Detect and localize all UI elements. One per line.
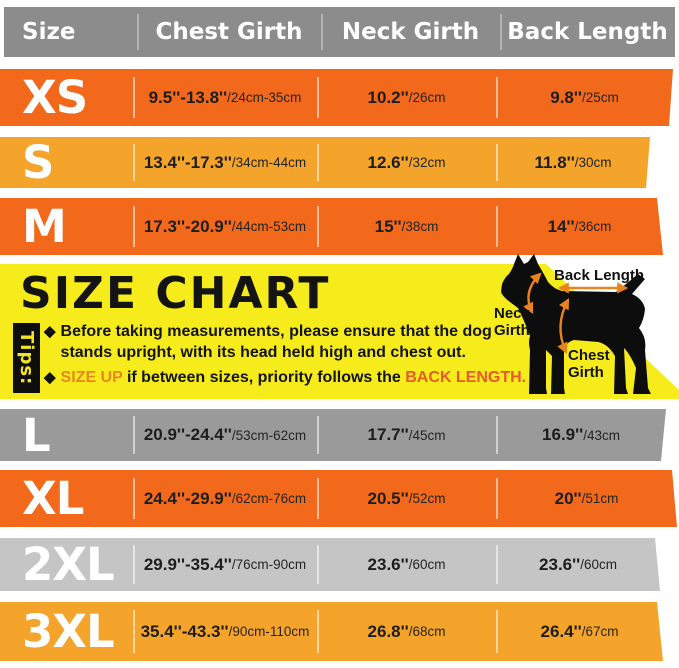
size-label: 3XL [0, 602, 133, 661]
chest-girth-value: 35.4''-43.3''/90cm-110cm [133, 602, 317, 661]
size-text: M [22, 200, 67, 253]
back-length-value: 11.8''/30cm [496, 137, 650, 188]
tip-2-middle: if between sizes, priority follows the [122, 369, 406, 386]
size-up-highlight: SIZE UP [60, 369, 123, 386]
tips-badge: Tips: [13, 323, 40, 393]
tip-2-text: SIZE UP if between sizes, priority follo… [61, 367, 527, 389]
back-length-value: 26.4''/67cm [496, 602, 663, 661]
chest-girth-value: 13.4''-17.3''/34cm-44cm [133, 137, 317, 188]
size-label: S [0, 137, 133, 188]
size-text: XS [22, 71, 88, 124]
size-label: L [0, 409, 133, 461]
back-length-value: 9.8''/25cm [496, 69, 673, 126]
neck-girth-value: 12.6''/32cm [317, 137, 496, 188]
table-header: Size Chest Girth Neck Girth Back Length [4, 7, 675, 57]
chest-girth-arrow [557, 298, 570, 355]
neck-girth-value: 17.7''/45cm [317, 409, 496, 461]
diagram-neck-girth-label: Neck Girth [494, 305, 530, 339]
size-text: S [22, 136, 54, 189]
chest-girth-value: 17.3''-20.9''/44cm-53cm [133, 198, 317, 255]
size-label: XL [0, 470, 133, 527]
table-row-2xl: 2XL 29.9''-35.4''/76cm-90cm 23.6''/60cm … [0, 538, 660, 591]
tip-2: ◆ SIZE UP if between sizes, priority fol… [44, 367, 526, 389]
dog-silhouette-illustration [501, 254, 651, 394]
size-text: 2XL [22, 538, 115, 591]
table-row-s: S 13.4''-17.3''/34cm-44cm 12.6''/32cm 11… [0, 137, 650, 188]
tips-label: Tips: [16, 330, 37, 386]
diamond-bullet-icon: ◆ [44, 369, 56, 386]
table-row-l: L 20.9''-24.4''/53cm-62cm 17.7''/45cm 16… [0, 409, 666, 461]
chest-girth-value: 29.9''-35.4''/76cm-90cm [133, 538, 317, 591]
dog-measurement-diagram: Back Length Neck Girth Chest Girth [468, 246, 679, 410]
neck-girth-value: 26.8''/68cm [317, 602, 496, 661]
size-label: XS [0, 69, 133, 126]
column-header-chest-girth: Chest Girth [137, 7, 321, 57]
size-label: M [0, 198, 133, 255]
diagram-chest-girth-label: Chest Girth [568, 347, 610, 381]
diagram-back-length-label: Back Length [554, 267, 645, 284]
size-text: L [22, 408, 51, 462]
back-length-value: 16.9''/43cm [496, 409, 666, 461]
neck-girth-value: 10.2''/26cm [317, 69, 496, 126]
table-row-xs: XS 9.5''-13.8''/24cm-35cm 10.2''/26cm 9.… [0, 69, 673, 126]
neck-girth-value: 15''/38cm [317, 198, 496, 255]
back-length-value: 14''/36cm [496, 198, 663, 255]
neck-girth-value: 20.5''/52cm [317, 470, 496, 527]
diamond-bullet-icon: ◆ [44, 323, 56, 340]
size-text: XL [22, 472, 84, 525]
table-row-m: M 17.3''-20.9''/44cm-53cm 15''/38cm 14''… [0, 198, 663, 255]
column-header-back-length: Back Length [500, 7, 675, 57]
table-row-xl: XL 24.4''-29.9''/62cm-76cm 20.5''/52cm 2… [0, 470, 677, 527]
neck-girth-value: 23.6''/60cm [317, 538, 496, 591]
column-header-neck-girth: Neck Girth [321, 7, 500, 57]
back-length-highlight: BACK LENGTH. [405, 369, 527, 386]
size-text: 3XL [22, 605, 115, 658]
tip-1: ◆ Before taking measurements, please ens… [44, 321, 506, 363]
table-row-3xl: 3XL 35.4''-43.3''/90cm-110cm 26.8''/68cm… [0, 602, 663, 661]
tip-1-text: Before taking measurements, please ensur… [60, 323, 492, 362]
chest-girth-value: 20.9''-24.4''/53cm-62cm [133, 409, 317, 461]
size-label: 2XL [0, 538, 133, 591]
column-header-size: Size [22, 19, 76, 45]
back-length-value: 20''/51cm [496, 470, 677, 527]
banner-title: SIZE CHART [20, 268, 331, 319]
chest-girth-value: 9.5''-13.8''/24cm-35cm [133, 69, 317, 126]
chest-girth-value: 24.4''-29.9''/62cm-76cm [133, 470, 317, 527]
back-length-value: 23.6''/60cm [496, 538, 660, 591]
neck-girth-arrow [523, 272, 542, 314]
